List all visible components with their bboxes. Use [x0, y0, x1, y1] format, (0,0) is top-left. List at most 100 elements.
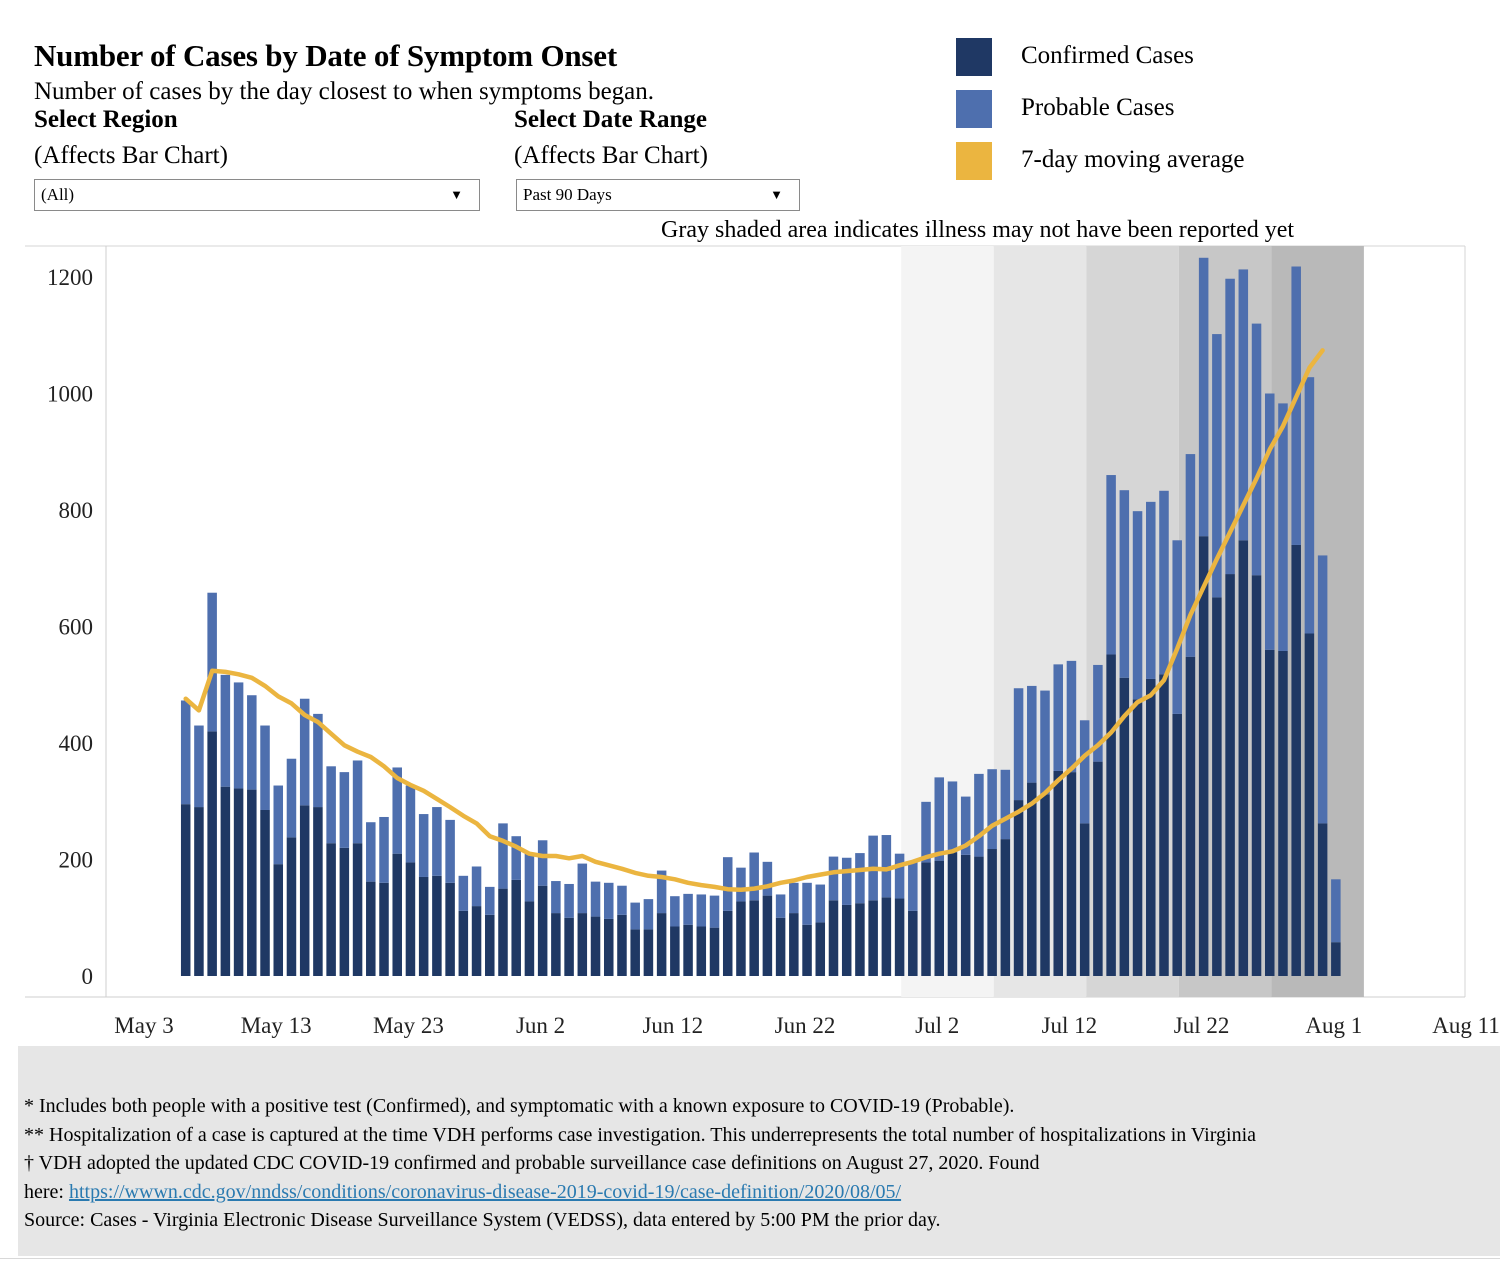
- bar-confirmed: [1053, 770, 1063, 976]
- bar-confirmed: [1159, 674, 1169, 976]
- bar-confirmed: [299, 805, 310, 976]
- bar-probable: [749, 852, 759, 901]
- bar-confirmed: [921, 862, 931, 976]
- footnotes-panel: * Includes both people with a positive t…: [18, 1046, 1500, 1256]
- bar-confirmed: [1331, 942, 1341, 976]
- bar-confirmed: [789, 913, 799, 976]
- bar-probable: [299, 698, 310, 806]
- bar-probable: [894, 853, 905, 899]
- bar-confirmed: [603, 918, 614, 976]
- gray-shade-note: Gray shaded area indicates illness may n…: [661, 217, 1295, 243]
- bar-confirmed: [841, 904, 852, 976]
- bar-confirmed: [1317, 823, 1328, 976]
- bar-confirmed: [220, 786, 231, 976]
- bar-probable: [802, 882, 812, 925]
- bar-probable: [775, 894, 786, 918]
- bar-confirmed: [471, 906, 482, 976]
- cases-bar-chart: 0 200 400 600 800 1000 1200 May 3 May 13 May 23 Ju…: [25, 245, 1500, 1038]
- bar-confirmed: [709, 927, 720, 976]
- legend-label-confirmed: Confirmed Cases: [1021, 42, 1194, 69]
- bar-probable: [630, 902, 640, 930]
- bar-probable: [815, 884, 826, 923]
- bar-confirmed: [260, 809, 270, 976]
- bar-confirmed: [326, 843, 336, 976]
- bar-probable: [1079, 720, 1090, 824]
- date-range-select[interactable]: Past 90 Days ▼: [516, 179, 800, 211]
- bar-probable: [921, 801, 931, 863]
- bar-probable: [987, 769, 997, 850]
- bar-probable: [1212, 334, 1222, 598]
- y-tick-label: 1200: [47, 265, 93, 290]
- bar-probable: [247, 695, 257, 790]
- bar-probable: [722, 857, 733, 911]
- bar-confirmed: [1238, 540, 1249, 976]
- bar-confirmed: [894, 898, 905, 976]
- x-tick-label: Jun 2: [516, 1013, 565, 1038]
- bar-confirmed: [815, 922, 826, 976]
- region-select[interactable]: (All) ▼: [34, 179, 480, 211]
- bar-probable: [194, 725, 204, 808]
- x-tick-label: Jul 2: [915, 1013, 959, 1038]
- bar-probable: [1225, 278, 1235, 575]
- x-tick-label: Jul 12: [1042, 1013, 1098, 1038]
- bar-confirmed: [1291, 544, 1301, 976]
- bar-confirmed: [458, 910, 469, 976]
- bar-probable: [670, 896, 680, 927]
- bar-probable: [1291, 266, 1301, 545]
- bar-probable: [1000, 769, 1011, 840]
- bar-confirmed: [1264, 649, 1275, 976]
- bar-confirmed: [366, 881, 376, 976]
- bar-probable: [326, 766, 336, 844]
- bar-confirmed: [617, 914, 627, 976]
- bar-probable: [392, 767, 402, 854]
- bar-probable: [405, 785, 416, 863]
- y-tick-label: 1000: [47, 382, 93, 407]
- bar-confirmed: [524, 901, 535, 976]
- bar-confirmed: [432, 875, 442, 976]
- bar-confirmed: [392, 853, 402, 976]
- bar-confirmed: [1027, 782, 1037, 976]
- bar-probable: [1198, 257, 1209, 537]
- bar-probable: [643, 899, 654, 930]
- bar-probable: [1264, 393, 1275, 650]
- bar-probable: [207, 592, 217, 732]
- bar-confirmed: [379, 882, 389, 976]
- bar-probable: [881, 835, 892, 898]
- bar-confirmed: [855, 903, 865, 976]
- bottom-divider: [0, 1258, 1500, 1259]
- bar-probable: [947, 781, 958, 853]
- bar-probable: [273, 785, 284, 865]
- footnote-2: ** Hospitalization of a case is captured…: [24, 1123, 1257, 1146]
- bar-probable: [1132, 511, 1143, 700]
- bar-probable: [485, 886, 495, 915]
- bar-confirmed: [1251, 575, 1262, 976]
- bar-probable: [339, 772, 350, 848]
- bar-confirmed: [947, 852, 958, 976]
- bar-probable: [934, 777, 945, 861]
- bar-confirmed: [1106, 654, 1116, 976]
- bar-probable: [1172, 540, 1182, 714]
- region-filter-label: Select Region: [34, 106, 178, 133]
- footnote-4-prefix: here:: [24, 1180, 69, 1203]
- bar-confirmed: [207, 731, 217, 976]
- bar-probable: [286, 758, 297, 838]
- cdc-definition-link[interactable]: https://wwwn.cdc.gov/nndss/conditions/co…: [68, 1180, 902, 1203]
- bar-probable: [908, 861, 918, 911]
- bar-probable: [313, 713, 323, 808]
- bar-confirmed: [286, 837, 297, 976]
- bar-probable: [564, 883, 574, 918]
- bar-probable: [432, 807, 442, 876]
- bar-confirmed: [722, 910, 733, 976]
- bar-confirmed: [418, 876, 429, 976]
- bar-confirmed: [828, 900, 839, 976]
- bar-confirmed: [762, 895, 773, 976]
- bar-confirmed: [1119, 677, 1130, 976]
- x-tick-label: Jun 22: [775, 1013, 836, 1038]
- footnote-4: here: https://wwwn.cdc.gov/nndss/conditi…: [24, 1178, 1500, 1207]
- bar-confirmed: [775, 917, 786, 976]
- bar-probable: [1013, 688, 1024, 801]
- bar-confirmed: [445, 882, 455, 976]
- bar-probable: [352, 760, 363, 844]
- bar-probable: [1053, 664, 1063, 771]
- bar-probable: [828, 856, 839, 901]
